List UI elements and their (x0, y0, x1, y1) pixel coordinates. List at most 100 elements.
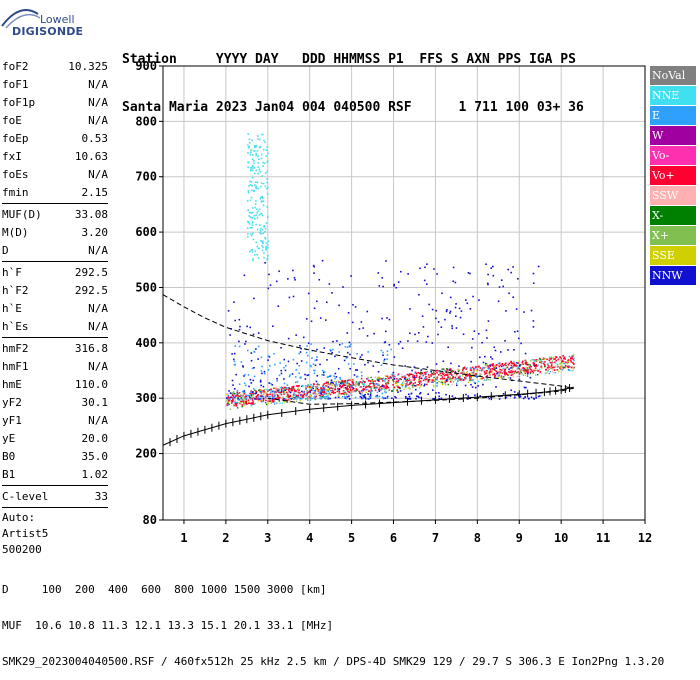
echo-point (370, 376, 372, 379)
echo-point (266, 257, 269, 260)
echo-point (548, 361, 551, 363)
x-tick-label: 4 (306, 531, 313, 545)
echo-point (465, 377, 467, 379)
echo-point (284, 398, 287, 401)
echo-point (367, 351, 370, 353)
echo-point (255, 181, 257, 184)
echo-point (471, 371, 473, 374)
echo-point (384, 387, 387, 390)
echo-point (457, 369, 459, 371)
echo-point (444, 379, 446, 381)
param-value: N/A (88, 96, 108, 109)
echo-point (269, 398, 271, 401)
echo-point (269, 284, 272, 286)
echo-point (306, 394, 308, 396)
param-value: 0.53 (81, 132, 109, 145)
echo-point (364, 381, 366, 383)
echo-point (288, 375, 291, 378)
legend-item: X+ (650, 226, 696, 245)
echo-point (521, 368, 523, 370)
y-tick-label: 500 (135, 280, 157, 294)
echo-point (442, 368, 445, 370)
echo-point (231, 399, 234, 401)
param-row: foF1 N/A (2, 76, 108, 94)
param-label: h`Es (2, 320, 29, 333)
echo-point (262, 246, 264, 249)
echo-point (431, 342, 434, 344)
echo-point (344, 387, 347, 389)
echo-point (484, 373, 486, 375)
echo-point (533, 360, 536, 362)
echo-point (238, 328, 241, 331)
echo-point (253, 297, 255, 300)
echo-point (252, 333, 255, 336)
echo-point (392, 376, 395, 379)
header-values: Santa Maria 2023 Jan04 004 040500 RSF 1 … (122, 100, 584, 115)
echo-point (519, 395, 522, 398)
echo-point (275, 391, 277, 393)
echo-point (236, 394, 239, 397)
echo-point (232, 358, 235, 361)
echo-point (393, 386, 396, 389)
param-value: N/A (88, 114, 108, 127)
echo-point (512, 296, 514, 299)
echo-point (287, 337, 290, 340)
echo-point (486, 364, 488, 366)
echo-point (430, 375, 432, 378)
echo-point (355, 388, 358, 390)
echo-point (524, 368, 527, 371)
legend-item: W (650, 126, 696, 145)
echo-point (305, 351, 308, 354)
echo-point (388, 343, 391, 346)
x-tick-label: 7 (432, 531, 439, 545)
echo-point (510, 364, 513, 367)
y-tick-label: 80 (143, 513, 157, 527)
echo-point (354, 306, 357, 308)
echo-point (309, 386, 311, 389)
echo-point (226, 393, 228, 396)
x-tick-label: 2 (222, 531, 229, 545)
echo-point (311, 357, 313, 359)
echo-point (444, 381, 446, 383)
echo-point (524, 352, 527, 355)
echo-point (239, 325, 241, 328)
echo-point (435, 378, 437, 380)
echo-point (330, 387, 333, 389)
echo-point (301, 395, 304, 398)
echo-point (268, 273, 270, 276)
echo-point (425, 371, 427, 374)
echo-point (523, 386, 526, 389)
echo-point (265, 246, 267, 248)
legend-item: X- (650, 206, 696, 225)
echo-point (307, 399, 309, 401)
echo-point (363, 384, 366, 387)
echo-point (372, 379, 374, 382)
echo-point (238, 398, 241, 401)
echo-point (344, 379, 347, 382)
echo-point (338, 304, 340, 307)
echo-point (261, 242, 264, 245)
echo-point (535, 359, 538, 361)
echo-point (251, 224, 254, 227)
echo-point (410, 381, 412, 383)
echo-point (560, 357, 562, 360)
echo-point (493, 372, 496, 375)
echo-point (312, 383, 315, 385)
echo-point (320, 393, 323, 395)
echo-point (371, 380, 373, 382)
echo-point (318, 384, 320, 386)
echo-point (386, 387, 388, 389)
echo-point (242, 396, 244, 398)
echo-point (554, 358, 557, 360)
echo-point (344, 395, 346, 398)
echo-point (262, 389, 264, 392)
echo-point (573, 357, 575, 359)
echo-point (519, 394, 522, 396)
echo-point (226, 400, 228, 402)
echo-point (435, 309, 437, 312)
echo-point (416, 340, 419, 343)
echo-point (369, 397, 372, 400)
echo-point (265, 388, 267, 390)
echo-point (452, 381, 455, 383)
echo-point (558, 371, 560, 373)
